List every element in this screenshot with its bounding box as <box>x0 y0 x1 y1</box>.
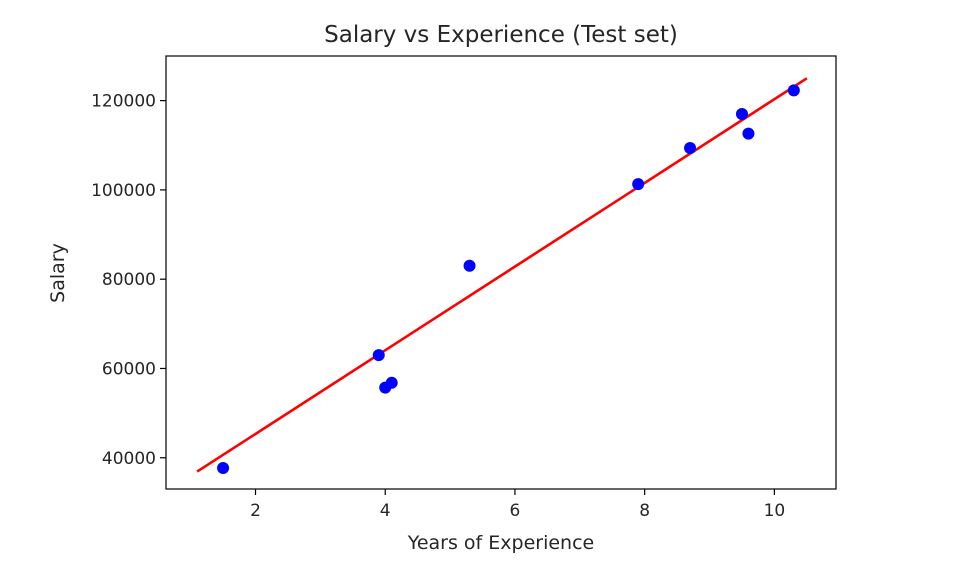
scatter-point <box>632 178 645 191</box>
series-layer <box>196 77 808 475</box>
y-tick-label: 60000 <box>102 359 156 379</box>
y-tick-label: 120000 <box>91 92 156 112</box>
scatter-point <box>217 462 230 475</box>
x-tick-label: 6 <box>510 501 521 521</box>
scatter-point <box>372 349 385 362</box>
x-axis-label: Years of Experience <box>407 532 594 554</box>
scatter-point <box>463 259 476 272</box>
x-tick-label: 10 <box>764 501 786 521</box>
axis-ticks: 2 4 6 8 10 40000 60000 80000 100000 120000 <box>91 92 785 521</box>
x-tick-label: 8 <box>639 501 650 521</box>
x-tick-label: 4 <box>380 501 391 521</box>
y-axis-label: Salary <box>47 243 69 303</box>
y-tick-label: 40000 <box>102 449 156 469</box>
scatter-point <box>385 376 398 389</box>
y-tick-label: 100000 <box>91 181 156 201</box>
plot-area-frame <box>165 55 837 490</box>
scatter-point <box>735 108 748 121</box>
chart-title: Salary vs Experience (Test set) <box>324 22 678 48</box>
x-tick-label: 2 <box>250 501 261 521</box>
scatter-point <box>684 141 697 154</box>
scatter-point <box>742 127 755 140</box>
y-tick-label: 80000 <box>102 270 156 290</box>
regression-line <box>196 77 808 473</box>
scatter-point <box>787 84 800 97</box>
